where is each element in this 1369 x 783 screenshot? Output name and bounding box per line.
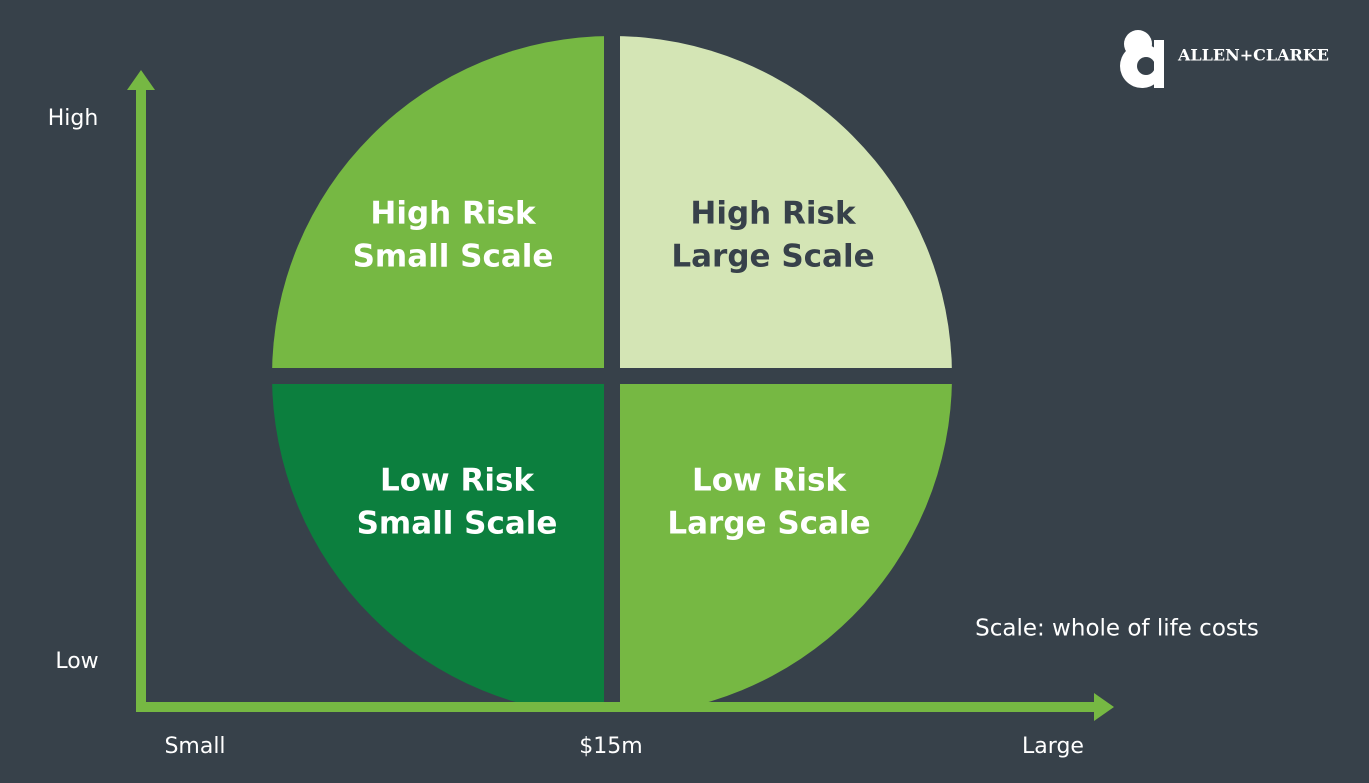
note: Scale: whole of life costs (975, 616, 1259, 642)
quadrant-label: Large Scale (667, 506, 870, 542)
x-large-label: Large (1022, 734, 1084, 759)
x-arrow (1094, 693, 1114, 721)
quadrant-label: Small Scale (353, 239, 554, 275)
y-high-label: High (48, 106, 99, 131)
quadrant-label: Low Risk (692, 463, 847, 499)
quadrant-circle (272, 36, 952, 705)
logo-text: ALLEN+CLARKE (1177, 46, 1329, 65)
quadrant-label: High Risk (690, 196, 857, 232)
x-middle-label: $15m (579, 734, 642, 759)
logo-mark (1154, 40, 1164, 88)
y-arrow (127, 70, 155, 90)
quadrant-label: Small Scale (357, 506, 558, 542)
quadrant-label: High Risk (370, 196, 537, 232)
quadrant-label: Large Scale (671, 239, 874, 275)
quadrant-label: Low Risk (380, 463, 535, 499)
logo-mark (1137, 57, 1155, 75)
y-low-label: Low (55, 649, 98, 674)
x-small-label: Small (164, 734, 225, 759)
logo: ALLEN+CLARKE (1120, 30, 1329, 88)
